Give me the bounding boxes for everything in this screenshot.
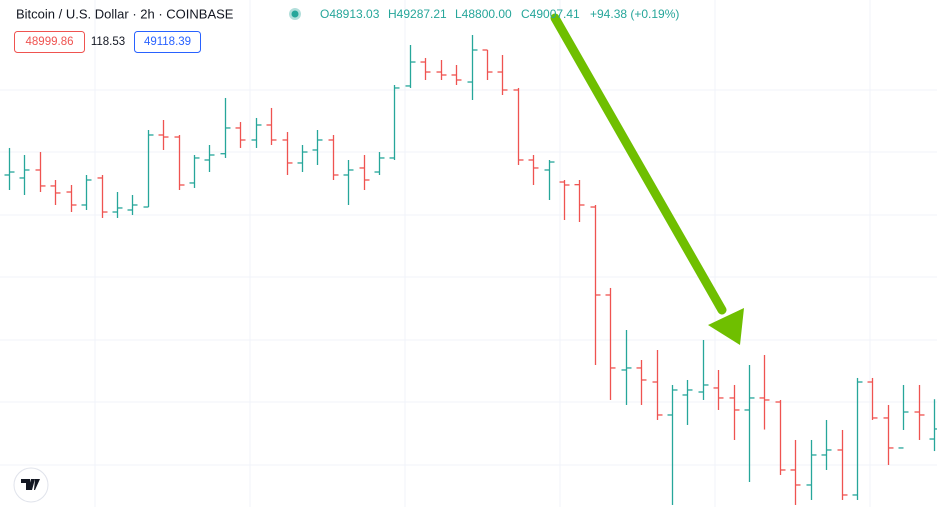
logo[interactable] bbox=[13, 467, 49, 503]
open-label: O48913.03 bbox=[320, 7, 380, 21]
ask-price: 49118.39 bbox=[144, 36, 191, 48]
close-label: C49007.41 bbox=[521, 7, 580, 21]
sell-badge[interactable] bbox=[14, 31, 85, 53]
bid-price: 48999.86 bbox=[26, 36, 74, 48]
low-label: L48800.00 bbox=[455, 7, 512, 21]
annotation-arrow bbox=[550, 13, 744, 345]
status-dot bbox=[291, 10, 299, 18]
bars bbox=[4, 34, 937, 505]
change-label: +94.38 (+0.19%) bbox=[590, 7, 679, 21]
spread: 118.53 bbox=[91, 36, 125, 48]
high-label: H49287.21 bbox=[388, 7, 447, 21]
symbol-title: Bitcoin / U.S. Dollar · 2h · COINBASE bbox=[16, 6, 234, 21]
buy-badge[interactable] bbox=[134, 31, 201, 53]
